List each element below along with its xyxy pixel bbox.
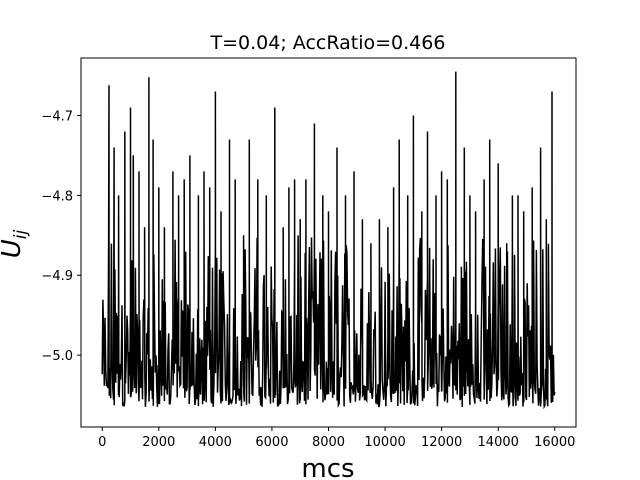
y-axis-label-main: U [0,239,27,258]
x-tick-label: 12000 [421,435,462,450]
chart-title: T=0.04; AccRatio=0.466 [210,32,446,54]
y-tick-label: −4.7 [41,110,73,125]
plot-area [101,71,556,410]
x-tick-label: 16000 [534,435,575,450]
y-tick-label: −4.9 [41,269,73,284]
y-axis-ticks: −4.7 −4.8 −4.9 −5.0 [41,110,81,364]
y-axis-label: Uij [0,229,31,258]
series-line [101,71,556,410]
x-tick-label: 14000 [478,435,519,450]
svg-text:Uij: Uij [0,229,31,258]
x-tick-label: 0 [98,435,106,450]
y-tick-label: −4.8 [41,189,73,204]
x-tick-label: 4000 [199,435,232,450]
y-axis-label-subscript: ij [11,229,31,239]
x-axis-ticks: 0 2000 4000 6000 8000 10000 12000 14000 16000 [98,427,575,450]
x-tick-label: 2000 [142,435,175,450]
x-tick-label: 10000 [364,435,405,450]
x-tick-label: 6000 [255,435,288,450]
x-axis-label: mcs [301,454,354,480]
x-tick-label: 8000 [312,435,345,450]
y-tick-label: −5.0 [41,349,73,364]
